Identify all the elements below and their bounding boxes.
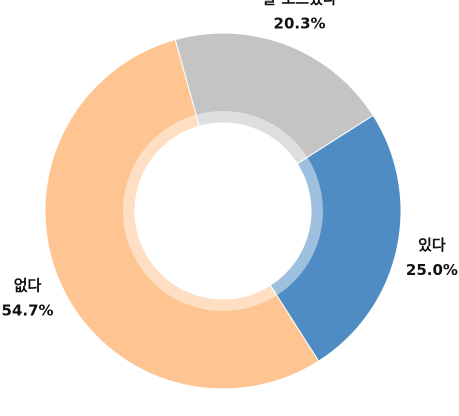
slice-value-label: 20.3% xyxy=(274,15,326,33)
slice-value-label: 54.7% xyxy=(2,302,54,320)
slice-value-label: 25.0% xyxy=(406,261,458,279)
donut-slice xyxy=(174,32,374,165)
slice-label: 있다 xyxy=(418,236,446,254)
donut-hole xyxy=(135,123,311,299)
inner-ring xyxy=(123,111,323,311)
slice-label: 없다 xyxy=(14,277,42,295)
slice-label: 잘 모르겠다 xyxy=(262,0,336,8)
